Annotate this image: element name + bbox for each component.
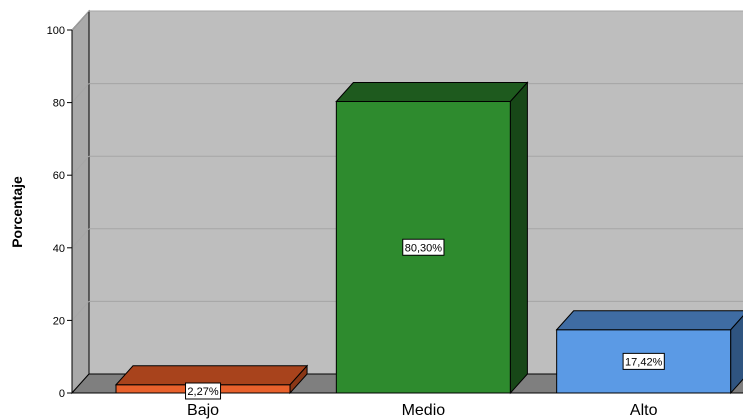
bar-side-alto (730, 315, 743, 395)
y-axis-title: Porcentaje (9, 176, 25, 248)
y-tick-label: 60 (53, 170, 65, 182)
bar-top-bajo (114, 365, 309, 386)
bar-top-alto (555, 310, 743, 331)
bar-side-bajo (289, 364, 308, 395)
x-category-label: Alto (630, 402, 658, 419)
y-tick-label: 40 (53, 243, 65, 255)
data-labels: 2,27% 80,30% 17,42% (185, 238, 665, 400)
y-axis: 0 20 40 60 80 100 (47, 25, 73, 400)
data-label-box (622, 352, 665, 370)
y-tick-label: 0 (59, 388, 65, 400)
gridline-side (71, 155, 90, 176)
y-tick-label: 20 (53, 315, 65, 327)
gridline-side (71, 301, 90, 321)
data-label: 80,30% (405, 242, 443, 254)
y-tick-label: 80 (53, 98, 65, 110)
gridline-side (71, 10, 90, 31)
data-label: 2,27% (187, 386, 218, 398)
data-label-box (402, 238, 445, 256)
data-label-box (185, 382, 222, 400)
gridline-side (71, 83, 90, 103)
gridline-side (71, 228, 90, 249)
y-tick-label: 100 (47, 25, 65, 37)
bar-top-medio (335, 82, 529, 103)
data-label: 17,42% (625, 356, 663, 368)
x-category-label: Medio (402, 402, 446, 419)
x-axis: Bajo Medio Alto (187, 402, 658, 419)
bar-side-medio (509, 81, 528, 395)
plot-side-wall (71, 9, 90, 395)
x-category-label: Bajo (187, 402, 219, 419)
